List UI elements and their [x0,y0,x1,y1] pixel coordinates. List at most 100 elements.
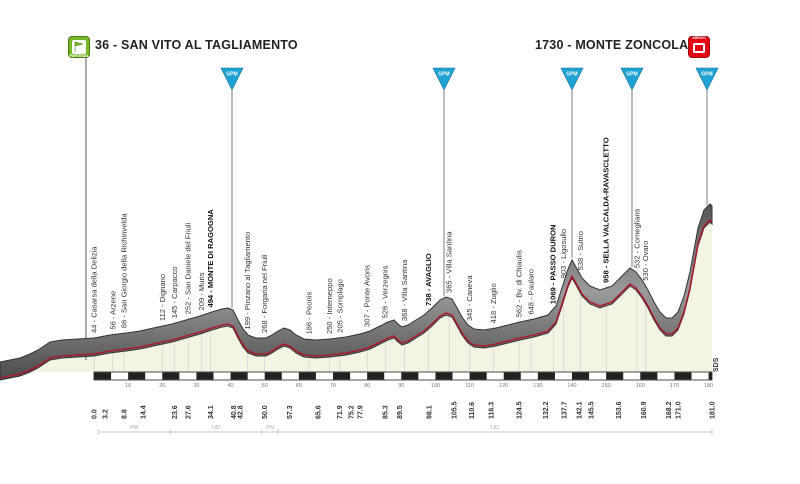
section-label: UD [491,425,499,431]
km-axis-segment [333,372,351,380]
place-label: 648 - Paularo [527,269,536,315]
axis-tick-label: 120 [499,383,508,389]
start-badge-icon: PARTENZA [68,36,90,58]
place-label: 538 - Sutrio [576,231,585,270]
km-label: 71.9 [337,405,344,419]
place-label: 345 - Caneva [465,275,474,321]
km-label: 85.3 [383,405,390,419]
finish-badge-icon: ARRIVO [688,36,710,58]
km-label: 75.2 [348,405,355,419]
km-label: 57.3 [287,405,294,419]
place-label: 44 - Casarsa della Delizia [90,246,99,333]
place-label: 958 - SELLA VALCALDA-RAVASCLETTO [602,137,611,283]
axis-tick-label: 40 [228,383,234,389]
place-label: 250 - Interneppo [325,278,334,334]
km-label: 50.0 [262,405,269,419]
axis-tick-label: 180 [704,383,713,389]
place-label: 532 - Comeglians [632,208,641,268]
km-axis-segment [264,372,282,380]
place-label: 903 - Ligosullo [559,229,568,278]
km-label: 153.6 [616,401,623,419]
km-label: 14.4 [141,405,148,419]
km-label: 89.5 [397,405,404,419]
km-axis-segment [298,372,316,380]
km-axis-segment [128,372,146,380]
axis-tick-label: 170 [670,383,679,389]
place-label: 205 - Somplago [335,279,344,333]
km-label: 110.6 [469,402,476,419]
axis-tick-label: 70 [330,383,336,389]
axis-tick-label: 10 [125,383,131,389]
km-axis-segment [94,372,112,380]
axis-tick-label: 50 [262,383,268,389]
place-label: 368 - Villa Santina [400,259,409,321]
road-band [0,203,713,381]
climb-marker-label: GPM [566,72,577,78]
km-label: 42.8 [238,405,245,419]
axis-tick-label: 140 [567,383,576,389]
place-label: 738 - AVAGLIO [424,253,433,306]
axis-tick-label: 160 [636,383,645,389]
axis-tick-label: 150 [602,383,611,389]
km-axis-segment [162,372,180,380]
place-label: 526 - Verzegnis [381,265,390,318]
km-label: 105.5 [452,401,459,419]
place-label: 268 - Forgaria nel Friuli [260,254,269,333]
route-red-line [0,219,713,379]
section-label: UD [212,425,220,431]
finish-badge-text: ARRIVO [692,36,706,40]
place-label: 307 - Ponte Avons [363,265,372,327]
start-badge-text: PARTENZA [69,54,89,58]
km-axis-segment [606,372,624,380]
axis-tick-label: 100 [431,383,440,389]
place-label: 86 - San Giorgio della Richinvelda [120,213,129,329]
place-label: 209 - Muris [197,272,206,310]
place-label: 562 - Bv. di Chiaulis [515,250,524,317]
place-label: 186 - Peonis [305,292,314,335]
place-label: 494 - MONTE DI RAGOGNA [206,209,215,308]
axis-tick-label: 30 [193,383,199,389]
place-label: 530 - Ovaro [641,241,650,281]
km-label: 27.6 [186,405,193,419]
axis-tick-label: 80 [364,383,370,389]
km-label: 181.0 [710,401,717,419]
km-axis-segment [674,372,692,380]
section-label: PN [266,425,274,431]
section-label: PM [130,425,139,431]
finish-location-title: 1730 - MONTE ZONCOLAN [535,38,698,52]
axis-tick-label: 60 [296,383,302,389]
climb-marker-label: GPM [226,72,237,78]
km-label: 132.2 [543,401,550,419]
climb-marker-icon [620,67,644,91]
km-label: 98.1 [426,405,433,419]
km-axis-segment [537,372,555,380]
km-label: 171.0 [675,401,682,419]
km-label: 34.1 [208,405,215,419]
axis-tick-label: 130 [533,383,542,389]
km-axis-segment [469,372,487,380]
axis-tick-label: 110 [465,383,474,389]
km-axis-segment [230,372,248,380]
km-label: 77.9 [357,405,364,419]
place-label: 199 - Pinzano al Tagliamento [243,232,252,330]
climb-marker-label: GPM [701,72,712,78]
sds-label: SDS [713,357,720,372]
place-label: 365 - Villa Santina [445,231,454,293]
start-location-title: 36 - SAN VITO AL TAGLIAMENTO [95,38,298,52]
km-label: 3.2 [102,409,109,419]
climb-marker-icon [695,67,719,91]
km-label: 116.3 [489,402,496,419]
km-label: 160.9 [641,401,648,419]
climb-marker-label: GPM [626,72,637,78]
km-label: 142.1 [577,401,584,419]
km-axis-segment [640,372,658,380]
flag-icon [72,40,86,54]
km-label: 168.2 [666,401,673,419]
climb-marker-icon [560,67,584,91]
climb-marker-icon [220,67,244,91]
km-label: 65.6 [315,405,322,419]
km-label: 23.6 [172,405,179,419]
climb-marker-icon [432,67,456,91]
place-label: 418 - Zuglio [489,283,498,323]
